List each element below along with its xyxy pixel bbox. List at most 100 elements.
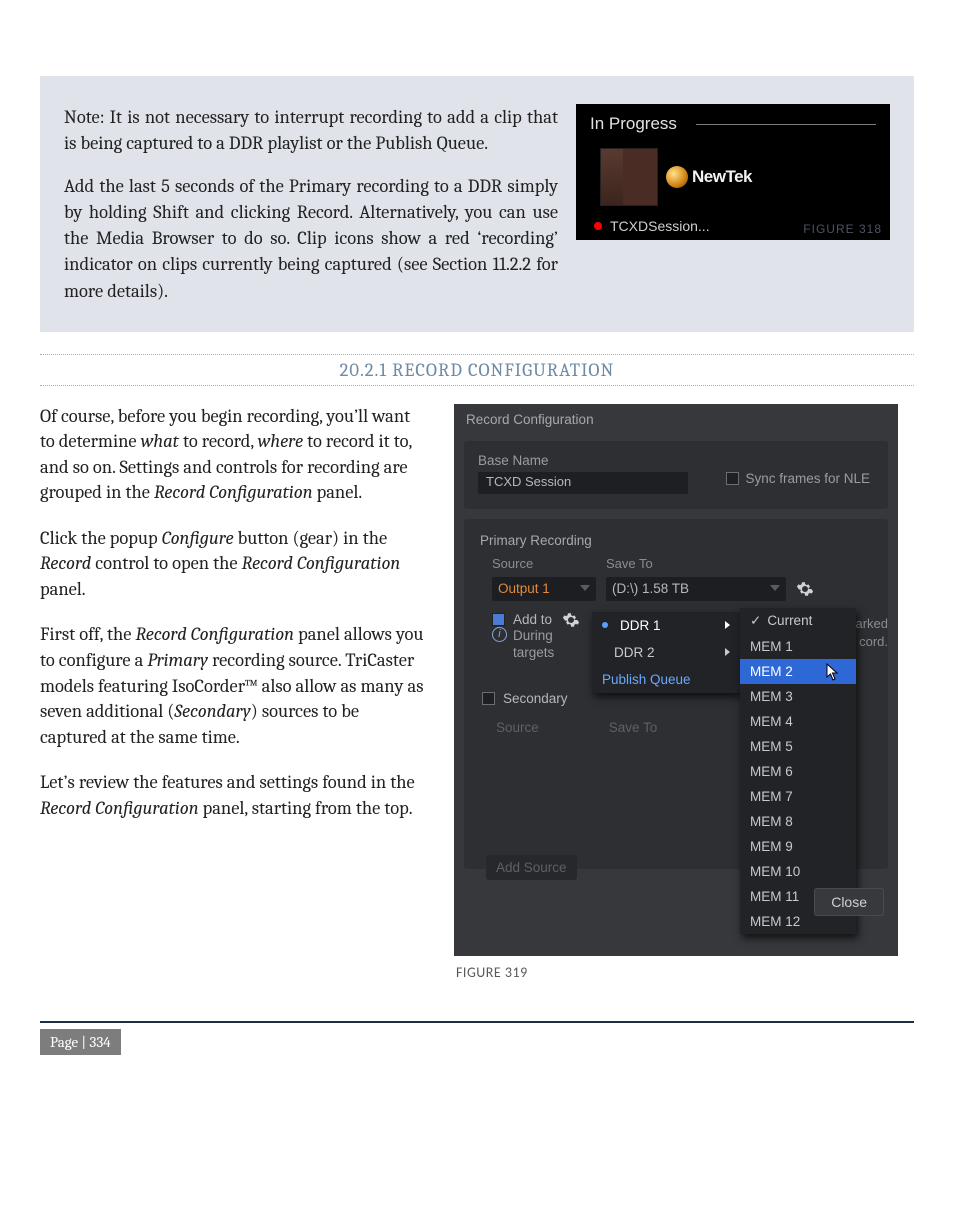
basename-group: Base Name TCXD Session Sync frames for N… — [464, 441, 888, 509]
publish-queue-label: Publish Queue — [602, 672, 691, 687]
section-heading-wrap: 20.2.1 RECORD CONFIGURATION — [40, 354, 914, 386]
record-config-inner: Record Configuration Base Name TCXD Sess… — [454, 404, 898, 954]
addto-checkbox[interactable] — [492, 613, 505, 626]
mem-menu-item[interactable]: MEM 10 — [740, 859, 856, 884]
mem-menu-item[interactable]: MEM 8 — [740, 809, 856, 834]
em: Record — [40, 552, 91, 574]
basename-label: Base Name — [478, 453, 876, 468]
in-progress-thumb-row: NewTek — [600, 148, 878, 206]
in-progress-rule — [696, 124, 876, 125]
note-paragraph-2: Add the last 5 seconds of the Primary re… — [64, 173, 558, 304]
sync-frames-row[interactable]: Sync frames for NLE — [726, 471, 870, 486]
note-text: Note: It is not necessary to interrupt r… — [64, 104, 558, 304]
chevron-down-icon — [580, 585, 590, 591]
clip-thumbnail — [600, 148, 658, 206]
text: to record, — [179, 430, 258, 452]
mem-menu-current[interactable]: Current — [740, 608, 856, 634]
em: what — [141, 430, 179, 452]
body-p4: Let’s review the features and settings f… — [40, 770, 424, 821]
panel-title: Record Configuration — [454, 404, 898, 441]
saveto-dropdown[interactable]: (D:\) 1.58 TB — [606, 577, 786, 601]
bullet-icon — [602, 622, 608, 628]
add-source-button[interactable]: Add Source — [486, 855, 577, 880]
text: control to open the — [91, 552, 241, 574]
source-head: Source — [492, 556, 596, 571]
addto-label: Add to — [513, 612, 552, 627]
figure-318-label: FIGURE 318 — [803, 222, 882, 236]
gear-icon[interactable] — [796, 580, 814, 598]
brand: NewTek — [666, 166, 752, 188]
recording-dot-icon — [594, 222, 602, 230]
source-dropdown[interactable]: Output 1 — [492, 577, 596, 601]
source-header-row: Source Save To — [492, 556, 876, 571]
secondary-source-head: Source — [496, 720, 539, 735]
saveto-head: Save To — [606, 556, 766, 571]
em: Configure — [162, 527, 234, 549]
body-columns: Of course, before you begin recording, y… — [40, 404, 914, 981]
record-config-panel: Record Configuration Base Name TCXD Sess… — [454, 404, 898, 956]
text: panel, starting from the top. — [199, 797, 413, 819]
mem-menu-item[interactable]: MEM 5 — [740, 734, 856, 759]
em: where — [258, 430, 303, 452]
secondary-saveto-head: Save To — [609, 720, 658, 735]
close-button[interactable]: Close — [814, 888, 884, 916]
em: Record Configuration — [40, 797, 199, 819]
mem-menu-item[interactable]: MEM 3 — [740, 684, 856, 709]
saveto-value: (D:\) 1.58 TB — [612, 581, 689, 596]
session-name: TCXDSession... — [610, 218, 710, 234]
body-text: Of course, before you begin recording, y… — [40, 404, 424, 981]
chevron-right-icon — [725, 648, 730, 656]
ddr1-label: DDR 1 — [620, 618, 661, 633]
text: Click the popup — [40, 527, 162, 549]
secondary-checkbox[interactable] — [482, 692, 495, 705]
mem-menu-item[interactable]: MEM 7 — [740, 784, 856, 809]
mem-menu-item[interactable]: MEM 9 — [740, 834, 856, 859]
text: First off, the — [40, 623, 135, 645]
dotted-rule — [40, 354, 914, 355]
secondary-label: Secondary — [503, 691, 568, 706]
source-value-row: Output 1 (D:\) 1.58 TB — [492, 577, 876, 601]
note-block: Note: It is not necessary to interrupt r… — [40, 76, 914, 332]
mem-menu-item[interactable]: MEM 6 — [740, 759, 856, 784]
primary-label: Primary Recording — [480, 533, 876, 548]
figure-319-label: FIGURE 319 — [456, 964, 914, 981]
spacer — [64, 157, 558, 173]
record-config-figure: Record Configuration Base Name TCXD Sess… — [454, 404, 914, 981]
em: Record Configuration — [135, 623, 294, 645]
mem-menu-item[interactable]: MEM 1 — [740, 634, 856, 659]
chevron-right-icon — [725, 621, 730, 629]
text: button (gear) in the — [234, 527, 388, 549]
dotted-rule — [40, 385, 914, 386]
text: panel. — [40, 578, 86, 600]
newtek-ball-icon — [666, 166, 688, 188]
body-p2: Click the popup Configure button (gear) … — [40, 526, 424, 603]
mem-menu[interactable]: Current MEM 1MEM 2MEM 3MEM 4MEM 5MEM 6ME… — [740, 608, 856, 934]
ghost-cord: cord. — [859, 634, 888, 649]
em: Primary — [147, 649, 208, 671]
page-number: Page | 334 — [40, 1029, 121, 1055]
text: panel. — [313, 481, 363, 503]
ddr-menu-item-publish-queue[interactable]: Publish Queue — [592, 666, 740, 693]
gear-icon[interactable] — [562, 611, 580, 629]
sync-label: Sync frames for NLE — [745, 471, 870, 486]
basename-input[interactable]: TCXD Session — [478, 472, 688, 494]
ddr-menu-item-ddr1[interactable]: DDR 1 — [592, 612, 740, 639]
tooltip-fragment: i During targets — [492, 627, 554, 662]
sync-checkbox[interactable] — [726, 472, 739, 485]
em: Record Configuration — [154, 481, 313, 503]
brand-text: NewTek — [692, 167, 752, 187]
info-icon: i — [492, 627, 507, 642]
ddr-menu[interactable]: DDR 1 DDR 2 Publish Queue — [592, 612, 740, 693]
ddr-menu-item-ddr2[interactable]: DDR 2 — [592, 639, 740, 666]
note-figure: In Progress NewTek TCXDSession... FIGURE… — [576, 104, 890, 304]
mem-menu-item[interactable]: MEM 4 — [740, 709, 856, 734]
note-paragraph-1: Note: It is not necessary to interrupt r… — [64, 104, 558, 157]
in-progress-panel: In Progress NewTek TCXDSession... FIGURE… — [576, 104, 890, 240]
section-heading: 20.2.1 RECORD CONFIGURATION — [40, 359, 914, 381]
body-p1: Of course, before you begin recording, y… — [40, 404, 424, 506]
em: Record Configuration — [242, 552, 401, 574]
body-p3: First off, the Record Configuration pane… — [40, 622, 424, 750]
page-footer: Page | 334 — [40, 1021, 914, 1055]
text: Let’s review the features and settings f… — [40, 771, 415, 793]
em: Secondary — [174, 700, 250, 722]
